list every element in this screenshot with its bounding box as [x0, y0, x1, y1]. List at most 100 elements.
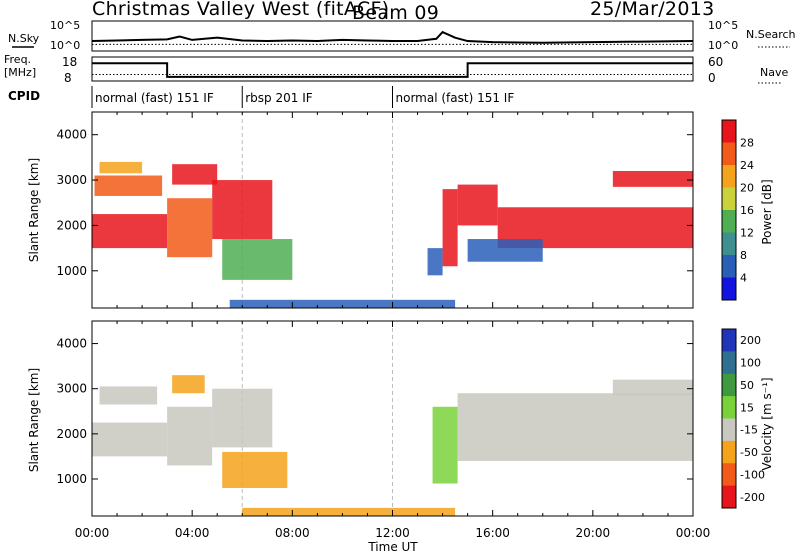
- nsky-label: N.Sky: [8, 32, 40, 45]
- beam-title: Beam 09: [352, 2, 439, 24]
- freq-left-tick-top: 18: [62, 55, 77, 69]
- colorbar-tick-label: 16: [740, 204, 754, 217]
- backscatter-region: [172, 164, 218, 185]
- colorbar-tick-label: 200: [740, 334, 761, 347]
- colorbar-frame: [721, 328, 737, 509]
- station-title: Christmas Valley West (fitACF): [92, 0, 389, 20]
- x-tick-label: 00:00: [75, 526, 110, 540]
- y-tick-label: 2000: [56, 427, 87, 441]
- y-tick-label: 3000: [56, 173, 87, 187]
- x-tick-label: 04:00: [175, 526, 210, 540]
- velocity-ylabel: Slant Range [km]: [27, 368, 41, 472]
- colorbar-swatch: [722, 232, 736, 256]
- backscatter-region: [612, 379, 693, 396]
- colorbar-swatch: [722, 165, 736, 188]
- backscatter-region: [99, 161, 143, 174]
- noise-left-tick-top: 10^5: [50, 19, 80, 32]
- time-axis: 00:00 04:00 08:00 12:00 16:00 20:00 00:00: [75, 526, 711, 540]
- colorbar-tick-label: 100: [740, 357, 761, 370]
- backscatter-region: [229, 299, 456, 308]
- nsearch-label: N.Search: [746, 28, 796, 41]
- noise-frame: [91, 20, 694, 52]
- backscatter-region: [442, 189, 458, 267]
- noise-left-tick-bottom: 10^0: [50, 39, 80, 52]
- freq-right-tick-bottom: 0: [708, 71, 716, 85]
- noise-sky-series: [91, 30, 694, 44]
- freq-right-tick-top: 60: [708, 55, 723, 69]
- y-tick-label: 4000: [56, 337, 87, 351]
- y-tick-label: 3000: [56, 382, 87, 396]
- backscatter-region: [242, 507, 456, 516]
- freq-frame: [91, 56, 694, 82]
- colorbar-swatch: [722, 418, 736, 442]
- cpid-segment-label: normal (fast) 151 IF: [95, 91, 214, 105]
- backscatter-region: [99, 386, 158, 405]
- freq-label-line2: [MHz]: [4, 66, 36, 79]
- backscatter-region: [167, 406, 213, 466]
- colorbar-tick-label: 50: [740, 379, 754, 392]
- x-tick-label: 16:00: [475, 526, 510, 540]
- backscatter-region: [92, 214, 168, 249]
- backscatter-region: [612, 170, 693, 187]
- backscatter-region: [212, 388, 273, 448]
- x-axis-label: Time UT: [367, 540, 418, 554]
- x-tick-label: 00:00: [676, 526, 711, 540]
- x-tick-label: 20:00: [576, 526, 611, 540]
- velocity-panel: 1000 2000 3000 4000 Slant Range [km] 200 100…: [27, 320, 774, 517]
- power-colorbar: 4 8 12 16 20 24 28: [721, 119, 754, 301]
- power-colorbar-label: Power [dB]: [760, 179, 774, 244]
- backscatter-region: [457, 393, 693, 461]
- colorbar-tick-label: 24: [740, 159, 754, 172]
- cpid-segment-label: normal (fast) 151 IF: [396, 91, 515, 105]
- freq-label-line1: Freq.: [4, 53, 31, 66]
- y-tick-label: 4000: [56, 128, 87, 142]
- noise-right-tick-bottom: 10^0: [708, 39, 738, 52]
- backscatter-region: [457, 184, 498, 226]
- colorbar-frame: [721, 119, 737, 301]
- colorbar-tick-label: -50: [740, 446, 758, 459]
- colorbar-tick-label: 15: [740, 401, 754, 414]
- x-tick-label: 08:00: [275, 526, 310, 540]
- colorbar-swatch: [722, 440, 736, 464]
- y-tick-label: 1000: [56, 472, 87, 486]
- colorbar-swatch: [722, 255, 736, 278]
- backscatter-region: [94, 175, 163, 196]
- y-tick-label: 1000: [56, 264, 87, 278]
- x-tick-label: 12:00: [375, 526, 410, 540]
- noise-panel: N.Sky 10^5 10^0 10^5 10^0 N.Search: [8, 19, 796, 52]
- backscatter-region: [212, 180, 273, 240]
- frequency-series: [92, 62, 693, 78]
- colorbar-tick-label: 20: [740, 182, 754, 195]
- power-panel: 1000 2000 3000 4000 Slant Range [km] 4 8 12 16…: [27, 111, 774, 309]
- colorbar-swatch: [722, 210, 736, 233]
- colorbar-swatch: [722, 120, 736, 143]
- cpid-row: CPID normal (fast) 151 IF rbsp 201 IF norm…: [8, 86, 514, 108]
- colorbar-tick-label: 28: [740, 137, 754, 150]
- colorbar-swatch: [722, 373, 736, 397]
- velocity-data-region: [92, 321, 693, 516]
- colorbar-swatch: [722, 277, 736, 301]
- colorbar-swatch: [722, 187, 736, 211]
- backscatter-region: [467, 239, 543, 262]
- colorbar-tick-label: 4: [740, 272, 747, 285]
- backscatter-region: [167, 198, 213, 258]
- colorbar-tick-label: -15: [740, 424, 758, 437]
- power-ylabel: Slant Range [km]: [27, 158, 41, 262]
- velocity-colorbar: 200 100 50 15 -15 -50 -100 -200: [721, 328, 765, 509]
- y-tick-label: 2000: [56, 218, 87, 232]
- freq-left-tick-bottom: 8: [64, 71, 72, 85]
- frequency-panel: Freq. [MHz] 18 8 60 0 Nave: [4, 53, 788, 85]
- backscatter-region: [427, 248, 443, 276]
- backscatter-region: [92, 422, 168, 457]
- date-title: 25/Mar/2013: [590, 0, 714, 20]
- noise-right-tick-top: 10^5: [708, 19, 738, 32]
- nave-label: Nave: [760, 66, 788, 79]
- colorbar-swatch: [722, 329, 736, 352]
- backscatter-region: [432, 406, 458, 484]
- colorbar-swatch: [722, 485, 736, 509]
- colorbar-swatch: [722, 351, 736, 375]
- colorbar-tick-label: -100: [740, 468, 765, 481]
- backscatter-region: [222, 451, 288, 489]
- cpid-segment-label: rbsp 201 IF: [245, 91, 312, 105]
- colorbar-swatch: [722, 396, 736, 419]
